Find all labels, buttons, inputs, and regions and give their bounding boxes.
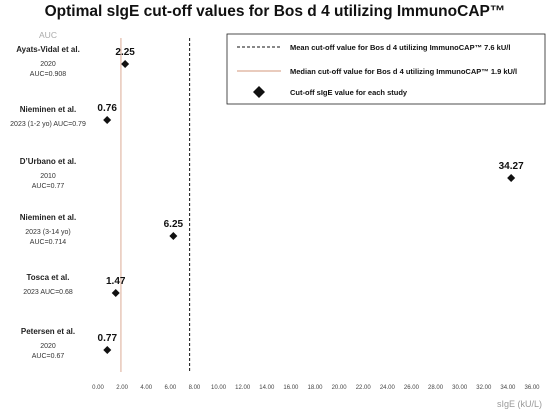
data-label-2: 34.27: [499, 161, 524, 172]
reference-lines: [120, 38, 191, 372]
study-name-1: Nieminen et al.: [20, 105, 76, 114]
x-tick-label-6: 12.00: [235, 385, 251, 391]
x-tick-label-18: 36.00: [524, 385, 540, 391]
x-axis: 0.00 2.00 4.00 6.00 8.00 10.00 12.00 14.00 16.00…: [92, 385, 540, 391]
study-name-0: Ayats-Vidal et al.: [16, 45, 80, 54]
data-label-5: 0.77: [98, 333, 118, 344]
legend-median-label: Median cut-off value for Bos d 4 utilizi…: [290, 67, 517, 76]
data-label-3: 6.25: [164, 219, 184, 230]
legend-mean-label: Mean cut-off value for Bos d 4 utilizing…: [290, 43, 510, 52]
x-tick-label-9: 18.00: [307, 385, 323, 391]
legend-box: [226, 33, 546, 105]
x-tick-label-15: 30.00: [452, 385, 468, 391]
data-label-4: 1.47: [106, 276, 126, 287]
study-meta-5-0: 2020: [40, 343, 56, 350]
x-tick-label-11: 22.00: [356, 385, 372, 391]
study-meta-2-1: AUC=0.77: [32, 183, 65, 190]
data-point-4: [111, 289, 120, 297]
x-tick-label-14: 28.00: [428, 385, 444, 391]
data-point-0: [121, 60, 130, 68]
x-tick-label-3: 6.00: [164, 385, 176, 391]
x-axis-title: sIgE (kU/L): [497, 399, 542, 409]
study-meta-0-1: AUC=0.908: [30, 71, 66, 78]
x-tick-label-10: 20.00: [332, 385, 348, 391]
data-point-1: [103, 116, 112, 124]
x-tick-label-5: 10.00: [211, 385, 227, 391]
data-label-1: 0.76: [97, 103, 117, 114]
data-label-0: 2.25: [115, 47, 135, 58]
study-meta-3-1: AUC=0.714: [30, 239, 66, 246]
data-point-5: [103, 346, 112, 354]
x-tick-label-7: 14.00: [259, 385, 275, 391]
study-meta-5-1: AUC=0.67: [32, 353, 65, 360]
study-meta-4-0: 2023 AUC=0.68: [23, 289, 73, 296]
x-tick-label-13: 26.00: [404, 385, 420, 391]
data-markers: 2.25 0.76 34.27 6.25 1.47 0.77: [97, 47, 524, 354]
study-name-3: Nieminen et al.: [20, 213, 76, 222]
study-name-4: Tosca et al.: [27, 273, 70, 282]
study-labels: Ayats-Vidal et al. 2020 AUC=0.908 Nieminen …: [10, 45, 86, 360]
study-meta-1-0: 2023 (1-2 yo) AUC=0.79: [10, 121, 86, 128]
study-name-2: D’Urbano et al.: [20, 157, 76, 166]
x-tick-label-2: 4.00: [140, 385, 152, 391]
x-tick-label-12: 24.00: [380, 385, 396, 391]
y-axis-title: AUC: [39, 30, 57, 40]
legend: Mean cut-off value for Bos d 4 utilizing…: [226, 33, 546, 105]
chart-title: Optimal sIgE cut-off values for Bos d 4 …: [45, 3, 506, 20]
study-meta-0-0: 2020: [40, 61, 56, 68]
study-name-5: Petersen et al.: [21, 327, 75, 336]
legend-marker-label: Cut-off sIgE value for each study: [290, 88, 408, 97]
x-tick-label-16: 32.00: [476, 385, 492, 391]
x-tick-label-1: 2.00: [116, 385, 128, 391]
data-point-3: [169, 232, 178, 240]
x-tick-label-8: 16.00: [283, 385, 299, 391]
study-meta-3-0: 2023 (3-14 yo): [25, 229, 71, 236]
x-tick-label-4: 8.00: [189, 385, 201, 391]
x-tick-label-0: 0.00: [92, 385, 104, 391]
legend-marker-diamond: [253, 86, 265, 98]
data-point-2: [507, 174, 516, 182]
study-meta-2-0: 2010: [40, 173, 56, 180]
x-tick-label-17: 34.00: [500, 385, 516, 391]
